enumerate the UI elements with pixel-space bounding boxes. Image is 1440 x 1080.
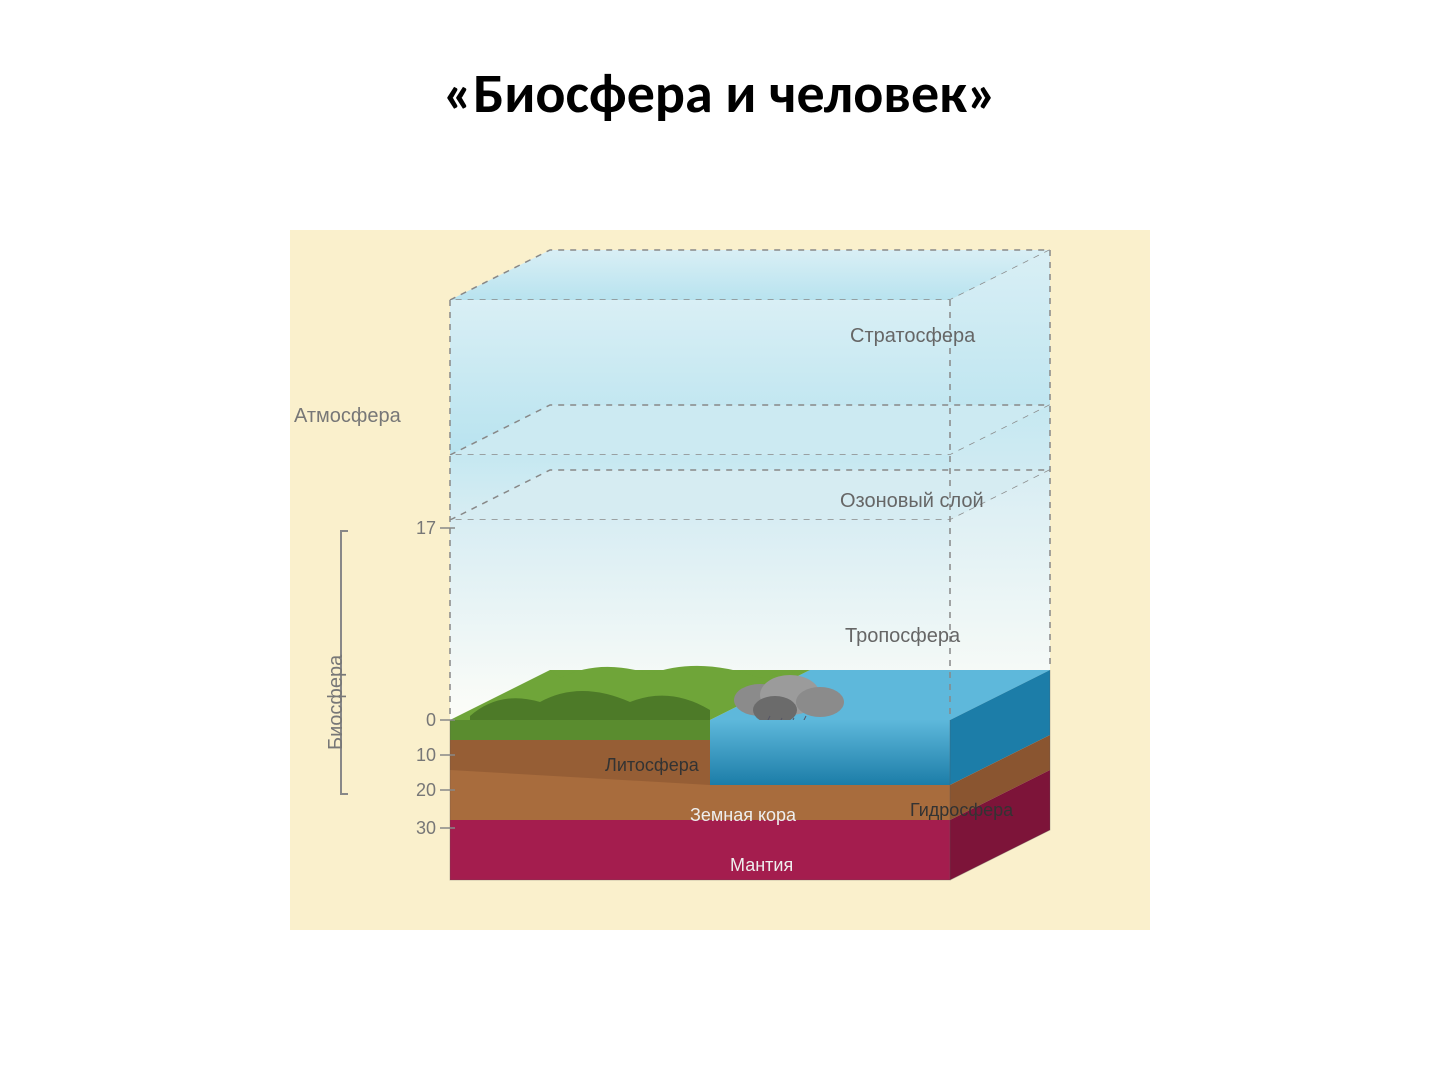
biosphere-label: Биосфера (325, 655, 348, 750)
tick-10: 10 (400, 745, 436, 766)
crust-label: Земная кора (690, 805, 796, 826)
page-title: «Биосфера и человек» (0, 60, 1440, 128)
ozone-label: Озоновый слой (840, 490, 984, 513)
tick-20: 20 (400, 780, 436, 801)
troposphere-label: Тропосфера (845, 625, 960, 648)
biosphere-diagram: Атмосфера Биосфера Стратосфера Озоновый … (290, 230, 1150, 930)
stratosphere-label: Стратосфера (850, 325, 975, 348)
mantle-label: Мантия (730, 855, 793, 876)
hydrosphere-label: Гидросфера (910, 800, 1013, 821)
atmosphere-label: Атмосфера (294, 405, 401, 428)
tick-0: 0 (400, 710, 436, 731)
tick-30: 30 (400, 818, 436, 839)
lithosphere-label: Литосфера (605, 755, 699, 776)
tick-17: 17 (400, 518, 436, 539)
